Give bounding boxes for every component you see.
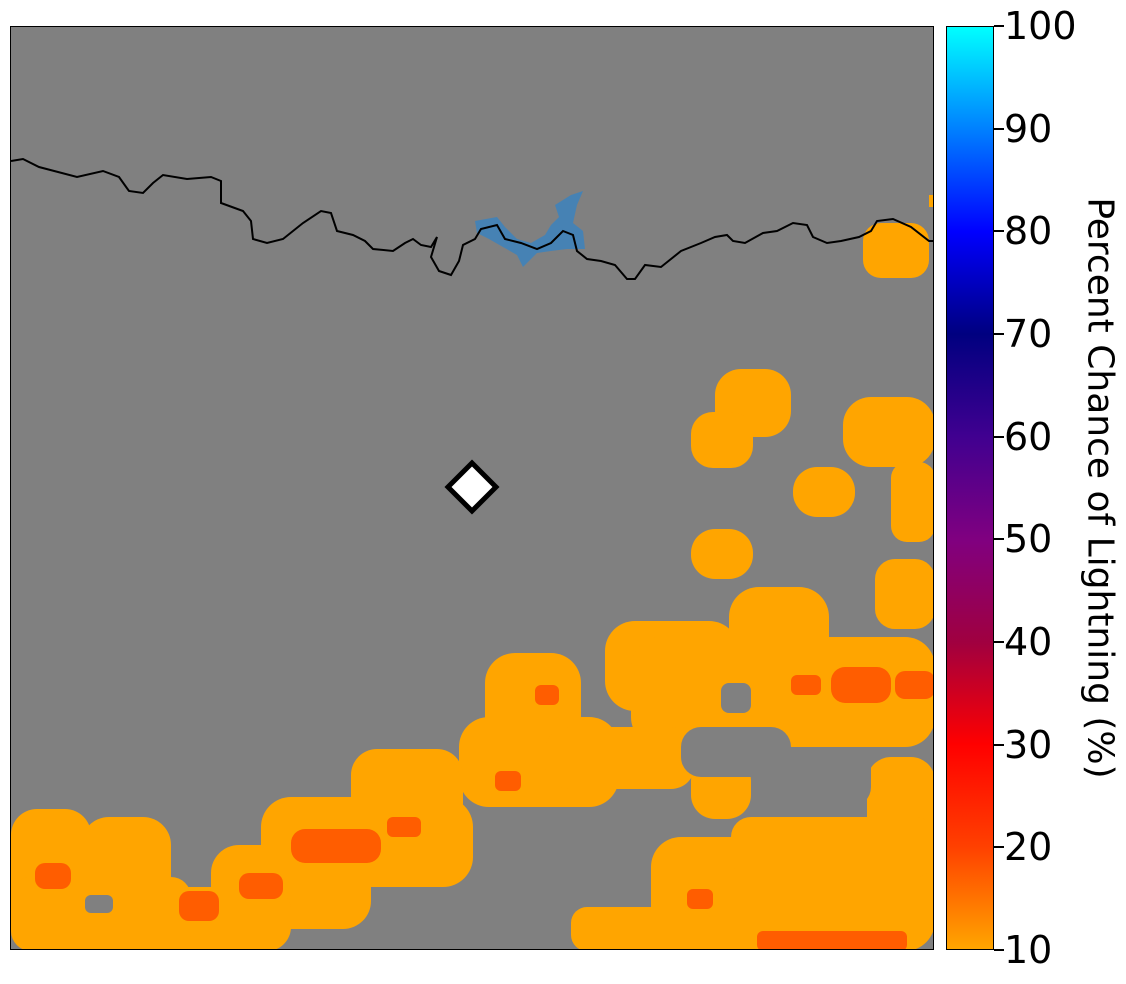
colorbar-label: Percent Chance of Lightning (%) [1079, 197, 1121, 779]
hotspot [35, 863, 71, 889]
hotspot [239, 873, 283, 899]
gap [85, 895, 113, 913]
lightning-region [843, 397, 933, 467]
colorbar-tick [994, 127, 1004, 130]
colorbar [946, 26, 994, 950]
colorbar-tick-label: 20 [1004, 825, 1053, 870]
hotspot [387, 817, 421, 837]
colorbar-tick [994, 435, 1004, 438]
border-line [11, 157, 933, 280]
map-canvas [11, 27, 933, 949]
hotspot [895, 671, 933, 699]
hotspot [535, 685, 559, 705]
lightning-region [11, 877, 191, 949]
gap [721, 683, 751, 713]
lightning-region [929, 195, 933, 207]
lightning-region [545, 727, 695, 789]
colorbar-tick-label: 80 [1004, 209, 1053, 254]
colorbar-tick-label: 60 [1004, 414, 1053, 459]
hotspot [687, 889, 713, 909]
colorbar-tick-label: 50 [1004, 517, 1053, 562]
colorbar-tick-label: 70 [1004, 312, 1053, 356]
lightning-region [631, 637, 933, 747]
lightning-region [731, 817, 933, 877]
lightning-region [793, 467, 855, 517]
hotspot [831, 667, 891, 703]
colorbar-tick [994, 230, 1004, 233]
hotspot [791, 675, 821, 695]
lightning-region [891, 462, 933, 542]
colorbar-tick-label: 30 [1004, 722, 1053, 767]
higher-probability-spots [35, 667, 933, 949]
lightning-region [875, 559, 933, 629]
lightning-region [691, 529, 753, 579]
gap [681, 727, 791, 777]
colorbar-tick [994, 538, 1004, 541]
colorbar-tick [994, 743, 1004, 746]
water-body [475, 191, 585, 267]
lightning-region [571, 907, 711, 949]
lightning-region [691, 412, 753, 468]
colorbar-tick [994, 949, 1004, 951]
location-marker-diamond[interactable] [444, 459, 500, 515]
hotspot [495, 771, 521, 791]
hotspot [757, 931, 907, 949]
colorbar-tick-label: 10 [1004, 928, 1053, 972]
colorbar-tick-label: 40 [1004, 620, 1053, 664]
hotspot [291, 829, 381, 863]
colorbar-tick [994, 641, 1004, 643]
colorbar-tick-label: 90 [1004, 106, 1053, 151]
colorbar-tick [994, 846, 1004, 849]
lightning-map [10, 26, 934, 950]
colorbar-tick [994, 25, 1004, 27]
no-lightning-gaps [85, 683, 871, 913]
colorbar-tick [994, 333, 1004, 335]
lightning-region [863, 223, 929, 278]
hotspot [179, 891, 219, 921]
colorbar-tick-label: 100 [1004, 4, 1077, 48]
gap [791, 747, 871, 807]
